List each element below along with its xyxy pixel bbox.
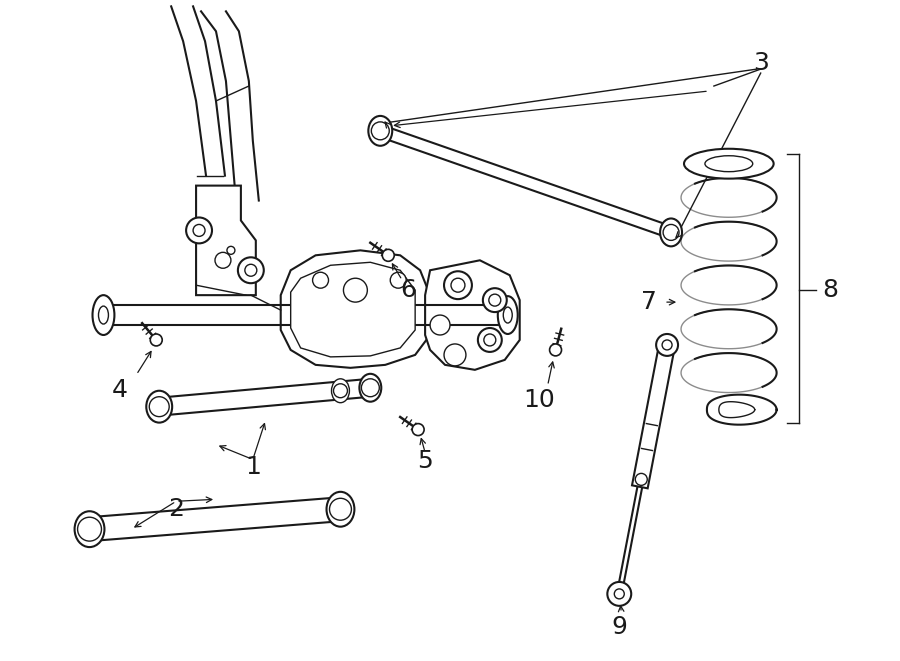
Text: 3: 3 bbox=[752, 51, 769, 75]
Circle shape bbox=[186, 217, 212, 243]
Circle shape bbox=[430, 315, 450, 335]
Circle shape bbox=[484, 334, 496, 346]
Text: 8: 8 bbox=[823, 278, 839, 302]
Polygon shape bbox=[102, 305, 310, 325]
Ellipse shape bbox=[98, 306, 108, 324]
Circle shape bbox=[635, 473, 647, 485]
Circle shape bbox=[656, 334, 678, 356]
Circle shape bbox=[149, 397, 169, 416]
Ellipse shape bbox=[705, 156, 752, 172]
Circle shape bbox=[451, 278, 465, 292]
Text: 5: 5 bbox=[418, 449, 433, 473]
Circle shape bbox=[662, 340, 672, 350]
Circle shape bbox=[382, 249, 394, 261]
Circle shape bbox=[663, 225, 679, 241]
Circle shape bbox=[444, 344, 466, 366]
Circle shape bbox=[372, 122, 390, 140]
Circle shape bbox=[194, 225, 205, 237]
Circle shape bbox=[150, 334, 162, 346]
Polygon shape bbox=[281, 251, 430, 368]
Circle shape bbox=[344, 278, 367, 302]
Ellipse shape bbox=[327, 492, 355, 527]
Ellipse shape bbox=[503, 307, 512, 323]
Circle shape bbox=[245, 264, 256, 276]
Circle shape bbox=[334, 384, 347, 398]
Polygon shape bbox=[632, 344, 675, 488]
Ellipse shape bbox=[331, 379, 349, 403]
Polygon shape bbox=[425, 260, 519, 370]
Polygon shape bbox=[356, 305, 509, 325]
Circle shape bbox=[329, 498, 351, 520]
Circle shape bbox=[77, 517, 102, 541]
Polygon shape bbox=[196, 186, 256, 295]
Text: 9: 9 bbox=[611, 615, 627, 639]
Circle shape bbox=[215, 253, 231, 268]
Text: 7: 7 bbox=[641, 290, 657, 314]
Circle shape bbox=[608, 582, 631, 606]
Text: 6: 6 bbox=[400, 278, 416, 302]
Ellipse shape bbox=[75, 511, 104, 547]
Ellipse shape bbox=[660, 219, 682, 247]
Ellipse shape bbox=[498, 296, 518, 334]
Ellipse shape bbox=[147, 391, 172, 422]
Circle shape bbox=[444, 271, 472, 299]
Circle shape bbox=[227, 247, 235, 254]
Circle shape bbox=[312, 272, 328, 288]
Circle shape bbox=[550, 344, 562, 356]
Text: 10: 10 bbox=[524, 388, 555, 412]
Circle shape bbox=[615, 589, 625, 599]
Polygon shape bbox=[291, 262, 415, 357]
Circle shape bbox=[362, 379, 379, 397]
Text: 2: 2 bbox=[168, 497, 184, 522]
Circle shape bbox=[238, 257, 264, 283]
Ellipse shape bbox=[359, 374, 382, 402]
Circle shape bbox=[489, 294, 500, 306]
Circle shape bbox=[478, 328, 502, 352]
Circle shape bbox=[391, 272, 406, 288]
Circle shape bbox=[412, 424, 424, 436]
Text: 1: 1 bbox=[245, 455, 261, 479]
Ellipse shape bbox=[684, 149, 774, 178]
Polygon shape bbox=[706, 395, 777, 424]
Text: 4: 4 bbox=[112, 377, 128, 402]
Ellipse shape bbox=[93, 295, 114, 335]
Ellipse shape bbox=[368, 116, 392, 146]
Circle shape bbox=[483, 288, 507, 312]
